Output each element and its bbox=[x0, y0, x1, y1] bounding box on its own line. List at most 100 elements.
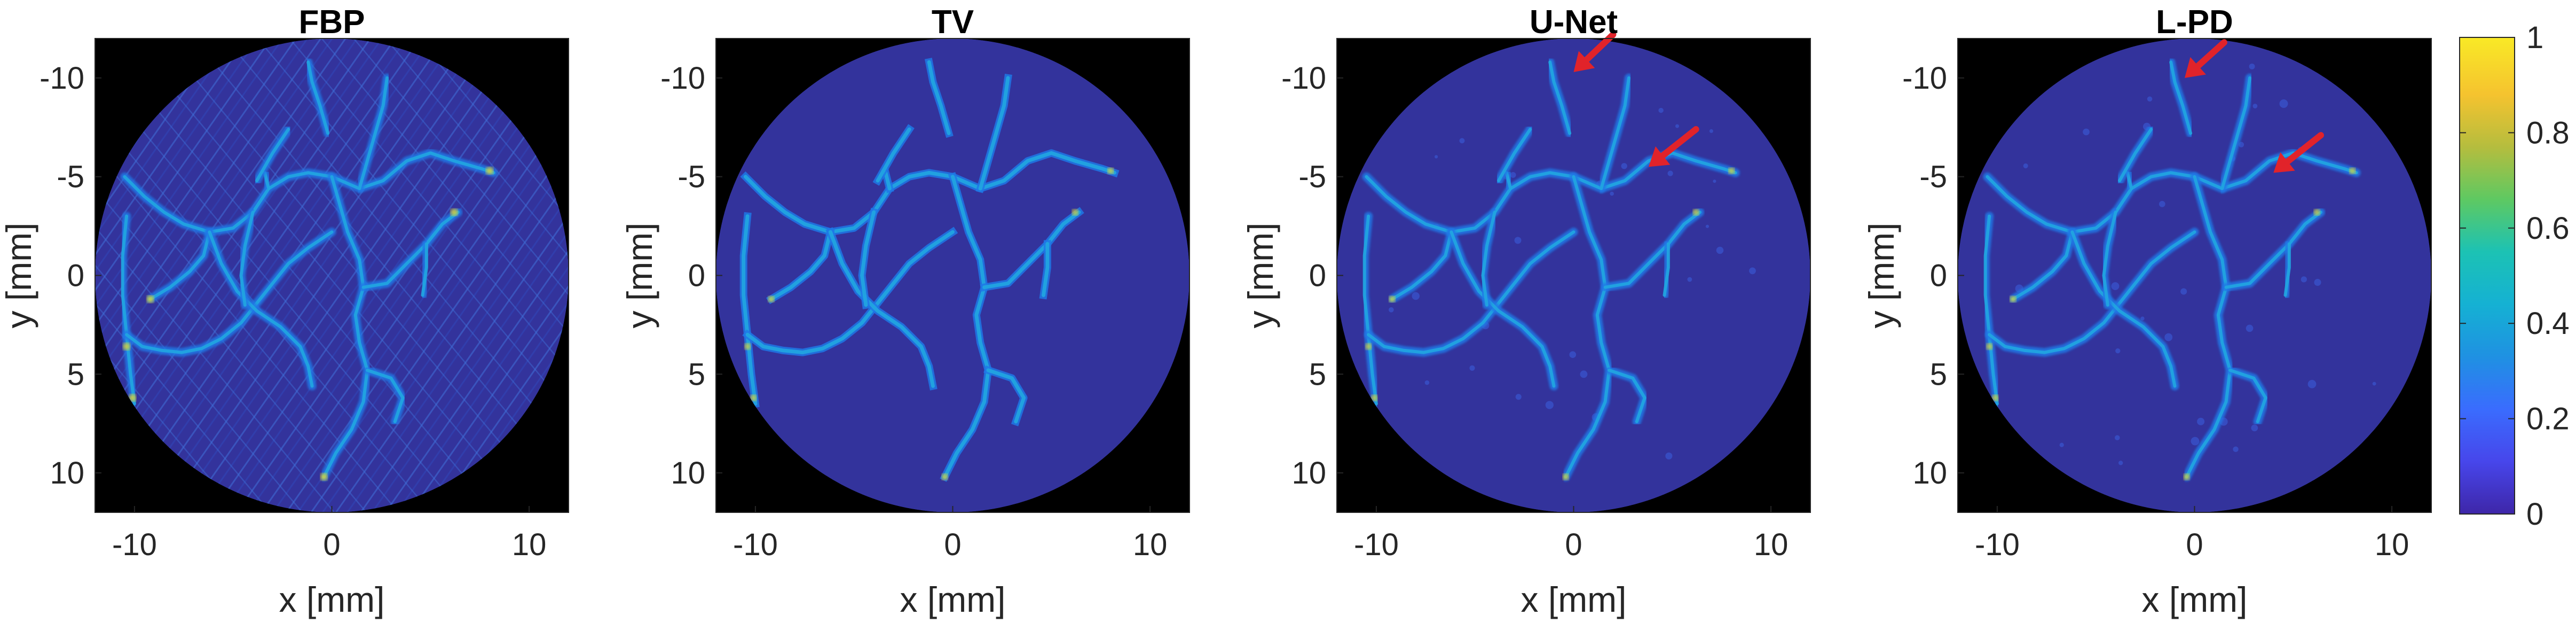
vessel-core bbox=[1504, 171, 1512, 190]
field-of-view-disk bbox=[1337, 38, 1810, 512]
vessel-network bbox=[1981, 58, 2361, 481]
hotspot bbox=[1986, 343, 1993, 350]
ticks: -10 0 10 -10 -5 0 5 10 bbox=[40, 61, 546, 562]
vessel-core bbox=[1663, 242, 1670, 297]
vessel-network bbox=[118, 58, 498, 481]
x-tick-label: -10 bbox=[733, 527, 778, 562]
speckle bbox=[1424, 380, 1430, 385]
panel-tv: -10 0 10 -10 -5 0 5 10 TV x [mm] y [mm] bbox=[620, 4, 1190, 619]
hotspot bbox=[320, 473, 328, 481]
y-tick-label: -5 bbox=[678, 160, 705, 194]
speckle bbox=[2111, 282, 2120, 290]
colorbar-tick-label: 0 bbox=[2526, 497, 2543, 532]
speckle bbox=[1515, 394, 1522, 400]
red-arrow-head bbox=[1648, 146, 1671, 167]
colorbar-ticks: 0 0.2 0.4 0.6 0.8 1 bbox=[2460, 20, 2570, 532]
speckle bbox=[1412, 292, 1420, 300]
y-tick-label: -10 bbox=[1281, 61, 1326, 96]
speckle bbox=[1610, 191, 1614, 196]
x-tick-label: 10 bbox=[1754, 527, 1789, 562]
speckle bbox=[1658, 107, 1664, 113]
y-tick-label: 0 bbox=[67, 259, 84, 293]
vessel-core bbox=[2070, 230, 2177, 388]
vessel-core bbox=[743, 151, 1117, 234]
vessel-core bbox=[742, 214, 758, 406]
vessel-core bbox=[1481, 211, 1496, 307]
x-axis-label: x [mm] bbox=[2142, 580, 2248, 619]
vessel-core bbox=[1042, 242, 1050, 297]
vessel-core bbox=[769, 230, 832, 301]
x-tick-label: 0 bbox=[944, 527, 961, 562]
speckle bbox=[2147, 96, 2153, 102]
vessel-core bbox=[125, 230, 334, 354]
panel-title: L-PD bbox=[2156, 4, 2233, 41]
vessel-core bbox=[1548, 60, 1572, 135]
ticks: -10 0 10 -10 -5 0 5 10 bbox=[1902, 61, 2409, 562]
speckle bbox=[1459, 138, 1465, 144]
panel-l-pd: -10 0 10 -10 -5 0 5 10 L-PD x [mm] y [mm] bbox=[1862, 4, 2432, 619]
speckle bbox=[1716, 246, 1724, 254]
colorbar-tick-label: 0.6 bbox=[2526, 211, 2570, 246]
speckle bbox=[2180, 288, 2187, 295]
vessel-core bbox=[361, 211, 460, 289]
vessel-core bbox=[982, 210, 1081, 290]
vessel-core bbox=[1450, 230, 1556, 388]
speckle bbox=[1749, 267, 1756, 275]
hotspot bbox=[2349, 167, 2356, 174]
hotspot bbox=[1728, 167, 1735, 174]
vessel-core bbox=[1390, 230, 1453, 301]
field-of-view-disk bbox=[716, 38, 1189, 512]
vessel-core bbox=[2283, 242, 2291, 297]
speckle bbox=[1469, 365, 1475, 371]
vessel-core bbox=[1608, 368, 1647, 423]
speckle bbox=[2249, 63, 2255, 69]
speckle bbox=[2140, 316, 2145, 321]
vessel-core bbox=[255, 128, 290, 183]
hotspot bbox=[1389, 295, 1396, 302]
vessel-core bbox=[2224, 211, 2322, 289]
y-tick-label: 5 bbox=[1930, 357, 1947, 392]
y-axis-label: y [mm] bbox=[1862, 223, 1901, 329]
vessel-core bbox=[2118, 128, 2153, 183]
vessel-core bbox=[978, 76, 1010, 191]
speckle bbox=[2118, 461, 2123, 465]
colorbar-tick-label: 0.2 bbox=[2526, 402, 2570, 437]
x-tick-label: -10 bbox=[1975, 527, 2020, 562]
vessel-core bbox=[239, 211, 255, 307]
y-tick-label: 0 bbox=[688, 259, 705, 293]
x-tick-label: 0 bbox=[2186, 527, 2203, 562]
vessel-core bbox=[123, 151, 495, 234]
image-u-net bbox=[1337, 38, 1810, 512]
vessel-core bbox=[986, 368, 1026, 424]
red-arrow-shaft bbox=[2195, 39, 2227, 69]
speckle bbox=[2238, 142, 2244, 147]
vessel-core bbox=[306, 60, 330, 135]
y-tick-label: 10 bbox=[671, 456, 705, 490]
speckle bbox=[2372, 381, 2376, 386]
vessel-core bbox=[1365, 151, 1737, 234]
speckle bbox=[1569, 351, 1577, 359]
vessel-core bbox=[2125, 171, 2133, 190]
y-tick-label: 0 bbox=[1309, 259, 1326, 293]
hotspot bbox=[2010, 295, 2016, 302]
hotspot bbox=[486, 167, 494, 175]
vessel-core bbox=[1497, 128, 1532, 183]
y-tick-label: 10 bbox=[1291, 456, 1326, 490]
hotspot bbox=[2183, 473, 2190, 480]
vessel-core bbox=[943, 175, 990, 479]
vessel-core bbox=[745, 230, 955, 355]
speckle bbox=[2233, 446, 2239, 453]
hotspot bbox=[768, 295, 775, 302]
vessel-core bbox=[366, 368, 405, 423]
panel-u-net: -10 0 10 -10 -5 0 5 10 U-Net x [mm] y [mm] bbox=[1241, 4, 1811, 619]
x-axis-label: x [mm] bbox=[900, 580, 1006, 619]
y-axis-label: y [mm] bbox=[1241, 223, 1280, 329]
y-tick-label: -10 bbox=[1902, 61, 1947, 96]
vessel-core bbox=[1564, 175, 1611, 479]
red-arrow-head bbox=[2273, 152, 2295, 173]
vessel-core bbox=[2185, 175, 2232, 479]
hotspot bbox=[750, 394, 757, 401]
speckle bbox=[2059, 442, 2064, 447]
speckle bbox=[1705, 224, 1710, 228]
